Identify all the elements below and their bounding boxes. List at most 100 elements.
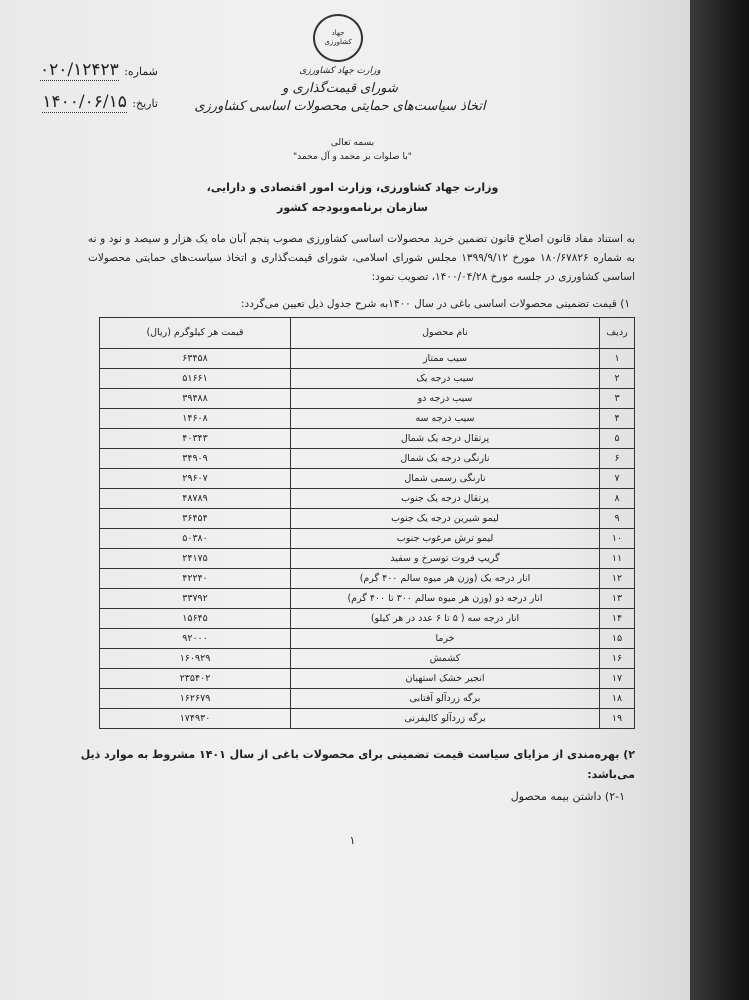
cell-product: انار درجه دو (وزن هر میوه سالم ۳۰۰ تا ۴۰… [290, 588, 600, 609]
table-row: ۱۸ برگه زردآلو آفتابی ۱۶۲۶۷۹ [99, 688, 635, 709]
table-row: ۱۳ انار درجه دو (وزن هر میوه سالم ۳۰۰ تا … [99, 588, 635, 609]
cell-row-number: ۱۰ [599, 528, 635, 549]
table-row: ۶ نارنگی درجه یک شمال ۳۴۹۰۹ [99, 448, 635, 469]
item-1: ۱) قیمت تضمینی محصولات اساسی باغی در سال… [240, 298, 630, 310]
cell-price: ۱۶۰۹۲۹ [99, 648, 291, 669]
background-surface [690, 0, 749, 1000]
bismillah: بسمه تعالی [330, 138, 375, 148]
document-body: بسمه تعالی "با صلوات بر محمد و آل محمد" … [70, 136, 635, 849]
header-price: قیمت هر کیلوگرم (ریال) [99, 317, 291, 349]
cell-product: سیب ممتاز [290, 348, 600, 369]
cell-row-number: ۵ [599, 428, 635, 449]
cell-price: ۴۲۲۴۰ [99, 568, 291, 589]
page-number: ۱ [349, 834, 356, 847]
letterhead-line: وزارت جهاد کشاورزی [299, 66, 381, 76]
header-row-number: ردیف [599, 317, 635, 349]
table-row: ۱۰ لیمو ترش مرغوب جنوب ۵۰۳۸۰ [99, 528, 635, 549]
cell-product: سیب درجه دو [290, 388, 600, 409]
cell-price: ۲۹۶۰۷ [99, 468, 291, 489]
letter-date: ۱۴۰۰/۰۶/۱۵ [42, 92, 127, 113]
cell-price: ۱۴۶۰۸ [99, 408, 291, 429]
cell-product: پرتقال درجه یک جنوب [290, 488, 600, 509]
table-row: ۱۶ کشمش ۱۶۰۹۲۹ [99, 648, 635, 669]
logo-text: جهاد کشاورزی [324, 29, 352, 46]
table-row: ۵ پرتقال درجه یک شمال ۴۰۳۴۳ [99, 428, 635, 449]
cell-row-number: ۴ [599, 408, 635, 429]
cell-row-number: ۱۷ [599, 668, 635, 689]
letter-number: ۰۲۰/۱۲۴۲۳ [40, 60, 119, 81]
letterhead-line: اتخاذ سیاست‌های حمایتی محصولات اساسی کشا… [194, 99, 486, 114]
table-row: ۱۷ انجیر خشک استهبان ۲۳۵۴۰۲ [99, 668, 635, 689]
letterhead: وزارت جهاد کشاورزی شورای قیمت‌گذاری و ات… [190, 62, 490, 116]
cell-product: نارنگی درجه یک شمال [290, 448, 600, 469]
cell-row-number: ۸ [599, 488, 635, 509]
cell-price: ۱۶۲۶۷۹ [99, 688, 291, 709]
cell-row-number: ۱ [599, 348, 635, 369]
table-row: ۱۴ انار درجه سه ( ۵ تا ۶ عدد در هر کیلو) ۱… [99, 608, 635, 629]
cell-row-number: ۲ [599, 368, 635, 389]
cell-product: انجیر خشک استهبان [290, 668, 600, 689]
cell-product: گریپ فروت توسرخ و سفید [290, 548, 600, 569]
cell-product: پرتقال درجه یک شمال [290, 428, 600, 449]
salawat: "با صلوات بر محمد و آل محمد" [293, 152, 412, 162]
table-row: ۱ سیب ممتاز ۶۳۴۵۸ [99, 348, 635, 369]
cell-row-number: ۱۹ [599, 708, 635, 729]
cell-row-number: ۹ [599, 508, 635, 529]
cell-product: خرما [290, 628, 600, 649]
cell-price: ۴۰۳۴۳ [99, 428, 291, 449]
cell-row-number: ۱۶ [599, 648, 635, 669]
table-row: ۷ نارنگی رسمی شمال ۲۹۶۰۷ [99, 468, 635, 489]
cell-row-number: ۷ [599, 468, 635, 489]
date-label: تاریخ: [132, 97, 158, 110]
table-row: ۱۲ انار درجه یک (وزن هر میوه سالم ۴۰۰ گرم… [99, 568, 635, 589]
addressee-line: وزارت جهاد کشاورزی، وزارت امور اقتصادی و… [206, 181, 499, 194]
ministry-logo: جهاد کشاورزی [313, 14, 363, 62]
cell-price: ۵۱۶۶۱ [99, 368, 291, 389]
cell-price: ۱۷۴۹۳۰ [99, 708, 291, 729]
cell-product: برگه زردآلو آفتابی [290, 688, 600, 709]
cell-price: ۳۳۷۹۲ [99, 588, 291, 609]
header-product: نام محصول [290, 317, 600, 349]
cell-product: انار درجه یک (وزن هر میوه سالم ۴۰۰ گرم) [290, 568, 600, 589]
cell-row-number: ۱۴ [599, 608, 635, 629]
number-label: شماره: [124, 65, 158, 78]
cell-product: کشمش [290, 648, 600, 669]
cell-product: سیب درجه سه [290, 408, 600, 429]
cell-row-number: ۱۱ [599, 548, 635, 569]
item-2: ۲) بهره‌مندی از مزایای سیاست قیمت تضمینی… [80, 748, 635, 781]
cell-price: ۴۸۷۸۹ [99, 488, 291, 509]
table-header-row: ردیف نام محصول قیمت هر کیلوگرم (ریال) [99, 317, 635, 349]
table-row: ۱۵ خرما ۹۲۰۰۰ [99, 628, 635, 649]
table-row: ۱۱ گریپ فروت توسرخ و سفید ۲۴۱۷۵ [99, 548, 635, 569]
table-row: ۸ پرتقال درجه یک جنوب ۴۸۷۸۹ [99, 488, 635, 509]
cell-row-number: ۳ [599, 388, 635, 409]
cell-price: ۳۹۴۸۸ [99, 388, 291, 409]
cell-row-number: ۱۸ [599, 688, 635, 709]
cell-price: ۳۶۴۵۴ [99, 508, 291, 529]
cell-row-number: ۱۳ [599, 588, 635, 609]
cell-price: ۶۳۴۵۸ [99, 348, 291, 369]
cell-price: ۲۴۱۷۵ [99, 548, 291, 569]
cell-price: ۳۴۹۰۹ [99, 448, 291, 469]
cell-price: ۵۰۳۸۰ [99, 528, 291, 549]
cell-price: ۱۵۶۴۵ [99, 608, 291, 629]
cell-product: لیمو شیرین درجه یک جنوب [290, 508, 600, 529]
table-row: ۱۹ برگه زردآلو کالیفرنی ۱۷۴۹۳۰ [99, 708, 635, 729]
cell-price: ۲۳۵۴۰۲ [99, 668, 291, 689]
cell-product: سیب درجه یک [290, 368, 600, 389]
table-row: ۹ لیمو شیرین درجه یک جنوب ۳۶۴۵۴ [99, 508, 635, 529]
reference-block: شماره: ۰۲۰/۱۲۴۲۳ تاریخ: ۱۴۰۰/۰۶/۱۵ [40, 55, 158, 119]
cell-row-number: ۱۲ [599, 568, 635, 589]
item-2-1: ۲-۱) داشتن بیمه محصول [510, 790, 625, 803]
intro-paragraph: به استناد مفاد قانون اصلاح قانون تضمین خ… [88, 233, 635, 283]
cell-product: لیمو ترش مرغوب جنوب [290, 528, 600, 549]
table-row: ۲ سیب درجه یک ۵۱۶۶۱ [99, 368, 635, 389]
table-row: ۳ سیب درجه دو ۳۹۴۸۸ [99, 388, 635, 409]
addressees: وزارت جهاد کشاورزی، وزارت امور اقتصادی و… [70, 178, 635, 218]
letterhead-line: شورای قیمت‌گذاری و [282, 81, 398, 96]
cell-row-number: ۶ [599, 448, 635, 469]
cell-product: انار درجه سه ( ۵ تا ۶ عدد در هر کیلو) [290, 608, 600, 629]
cell-row-number: ۱۵ [599, 628, 635, 649]
invocation: بسمه تعالی "با صلوات بر محمد و آل محمد" [70, 136, 635, 164]
addressee-line: سازمان برنامه‌وبودجه کشور [277, 201, 428, 214]
